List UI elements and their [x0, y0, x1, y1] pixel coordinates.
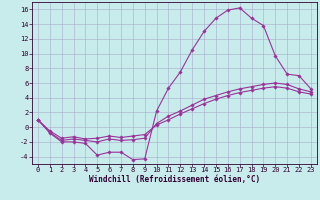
X-axis label: Windchill (Refroidissement éolien,°C): Windchill (Refroidissement éolien,°C) [89, 175, 260, 184]
